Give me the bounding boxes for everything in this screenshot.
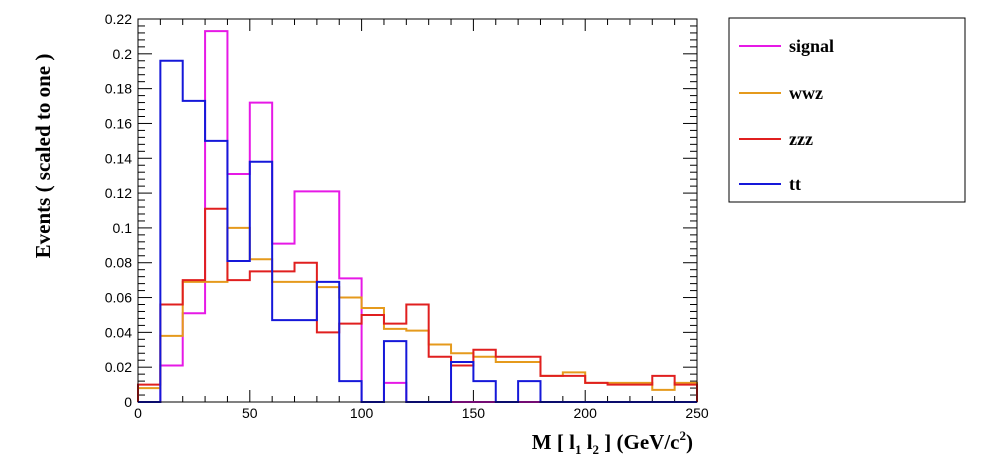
x-tick-label: 150 xyxy=(462,405,486,421)
y-tick-label: 0.2 xyxy=(113,46,133,62)
legend-label-signal: signal xyxy=(789,36,834,56)
x-tick-labels: 0 50 100 150 200 250 xyxy=(134,405,709,421)
y-tick-label: 0.12 xyxy=(105,185,132,201)
series-wwz-histogram xyxy=(137,226,698,402)
x-tick-label: 200 xyxy=(574,405,598,421)
y-axis-title: Events ( scaled to one ) xyxy=(31,54,55,259)
x-tick-label: 0 xyxy=(134,405,142,421)
y-tick-label: 0.04 xyxy=(105,324,132,340)
series-tt-histogram xyxy=(138,59,697,403)
series-signal-histogram xyxy=(138,30,697,403)
y-tick-label: 0.16 xyxy=(105,115,132,131)
x-tick-label: 100 xyxy=(350,405,374,421)
y-tick-label: 0 xyxy=(124,394,132,410)
y-tick-label: 0.1 xyxy=(113,220,133,236)
x-tick-label: 50 xyxy=(242,405,258,421)
x-tick-label: 250 xyxy=(685,405,709,421)
series-zzz-histogram xyxy=(137,207,698,402)
y-tick-label: 0.18 xyxy=(105,81,132,97)
axis-ticks xyxy=(137,18,698,403)
series-lines xyxy=(137,30,698,403)
legend-box xyxy=(728,17,966,203)
y-tick-label: 0.02 xyxy=(105,359,132,375)
legend-label-wwz: wwz xyxy=(789,83,823,103)
legend-label-tt: tt xyxy=(789,174,801,194)
legend: signal wwz zzz tt xyxy=(728,17,966,203)
y-tick-label: 0.22 xyxy=(105,11,132,27)
y-tick-labels: 0 0.02 0.04 0.06 0.08 0.1 0.12 0.14 0.16 0.18 0.2 0… xyxy=(105,11,132,410)
y-tick-label: 0.06 xyxy=(105,290,132,306)
y-tick-label: 0.14 xyxy=(105,150,132,166)
y-tick-label: 0.08 xyxy=(105,255,132,271)
x-axis-title: M [ l1 l2 ] (GeV/c2) xyxy=(532,428,693,457)
plot-frame xyxy=(137,18,698,403)
legend-label-zzz: zzz xyxy=(789,129,813,149)
